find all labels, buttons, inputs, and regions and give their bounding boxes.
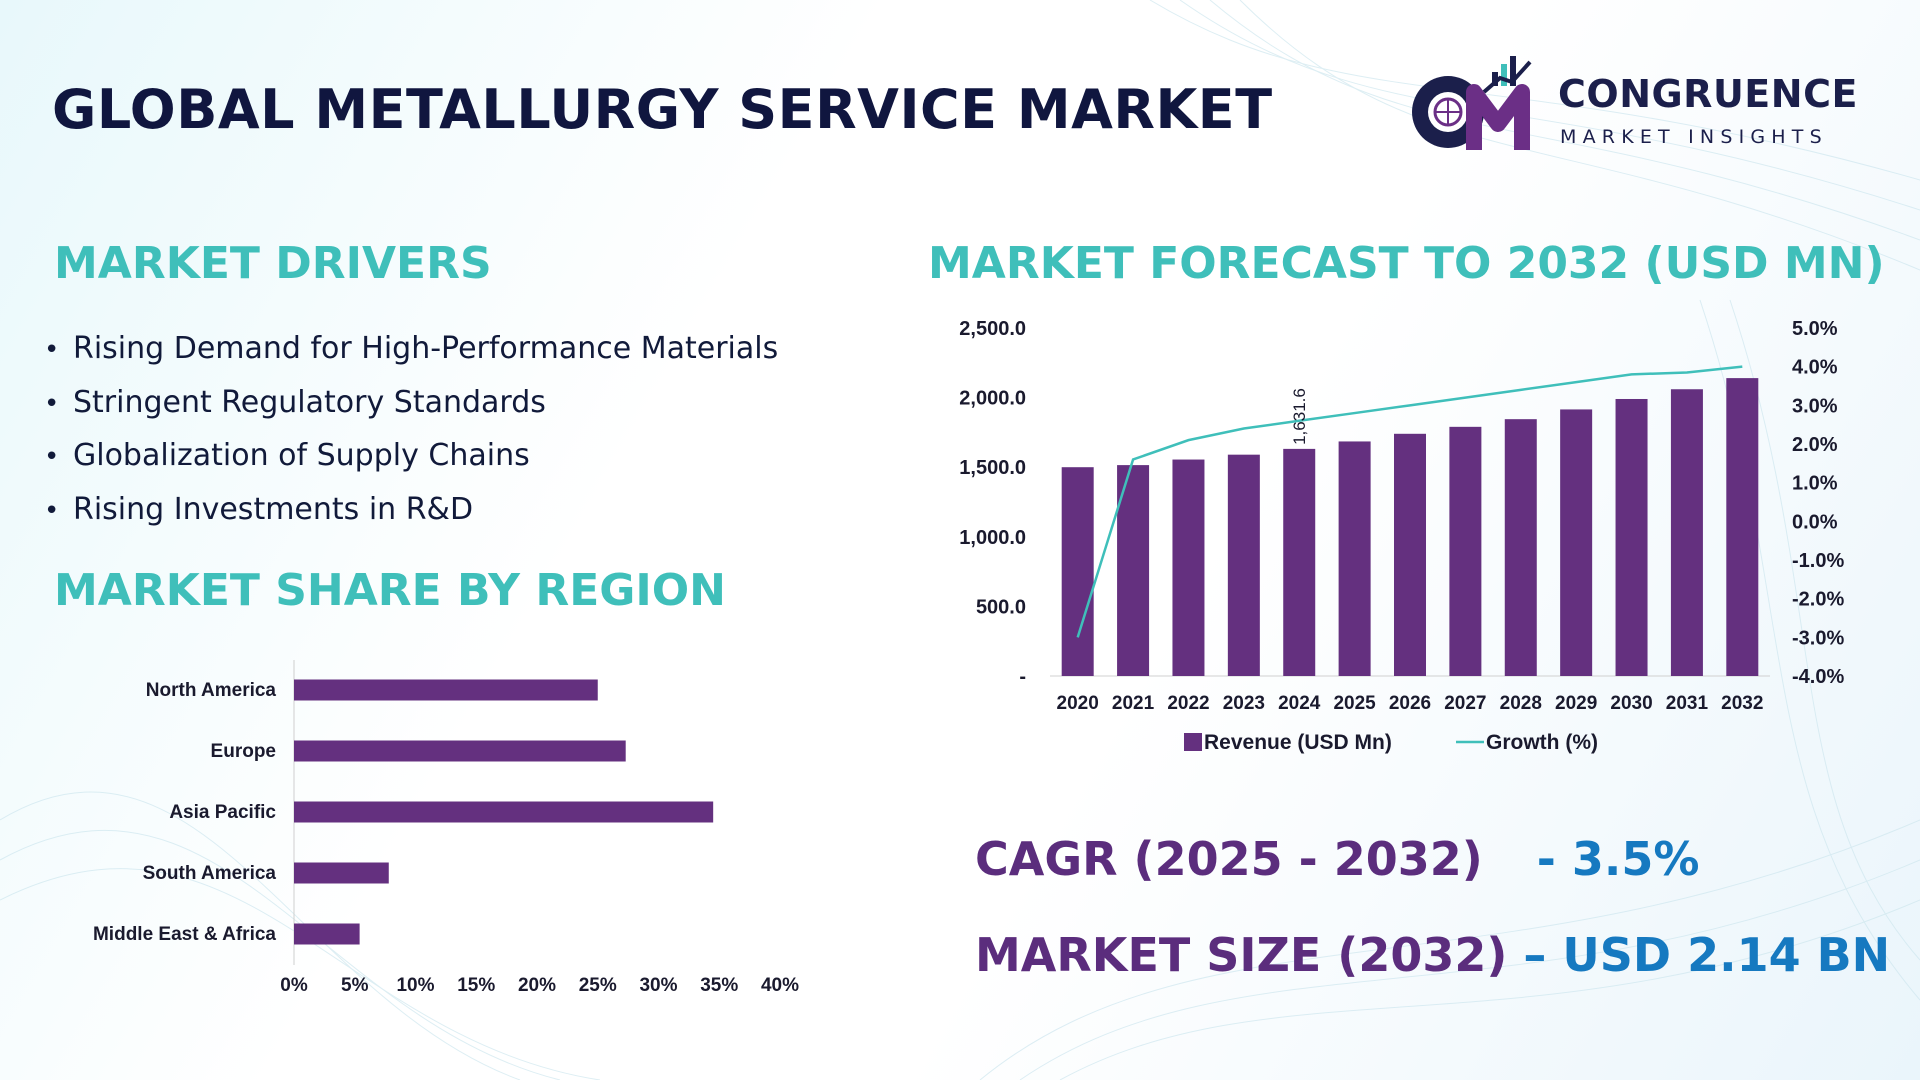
bar: [294, 923, 360, 945]
bar: [1726, 378, 1759, 676]
logo-tagline: MARKET INSIGHTS: [1560, 126, 1828, 148]
bar: [1283, 448, 1316, 676]
x-tick-label: 2023: [1223, 693, 1265, 714]
bar: [294, 801, 714, 823]
tick-label: 15%: [457, 975, 495, 996]
category-label: North America: [146, 680, 277, 701]
x-tick-label: 2024: [1278, 693, 1321, 714]
market-size-label: MARKET SIZE (2032): [975, 928, 1508, 982]
list-item: • Globalization of Supply Chains: [44, 429, 778, 483]
bar: [1560, 409, 1593, 676]
right-tick-label: 4.0%: [1792, 357, 1838, 379]
x-tick-label: 2021: [1112, 693, 1155, 714]
left-tick-label: 1,000.0: [959, 527, 1026, 549]
right-tick-label: -2.0%: [1792, 589, 1844, 611]
right-tick-label: 3.0%: [1792, 395, 1838, 417]
bar: [1615, 398, 1648, 676]
bullet-icon: •: [44, 388, 60, 419]
x-tick-label: 2027: [1444, 693, 1486, 714]
bar: [1338, 441, 1371, 676]
bar: [294, 862, 389, 884]
x-tick-label: 2020: [1057, 693, 1099, 714]
category-label: Europe: [211, 741, 276, 762]
bullet-icon: •: [44, 442, 60, 472]
list-item: • Rising Investments in R&D: [44, 483, 778, 537]
drivers-heading: MARKET DRIVERS: [54, 238, 492, 289]
x-tick-label: 2022: [1167, 693, 1209, 714]
market-size-kpi: MARKET SIZE (2032) – USD 2.14 BN: [975, 928, 1890, 982]
company-logo: CONGRUENCE MARKET INSIGHTS: [1400, 52, 1870, 162]
logo-brand-text: CONGRUENCE: [1558, 72, 1858, 116]
right-tick-label: 0.0%: [1792, 511, 1838, 533]
left-tick-label: 500.0: [976, 596, 1026, 618]
market-size-value: – USD 2.14 BN: [1523, 928, 1891, 982]
bar: [1117, 465, 1150, 676]
region-heading: MARKET SHARE BY REGION: [54, 565, 726, 616]
driver-text: Rising Demand for High-Performance Mater…: [73, 331, 779, 366]
logo-mark-icon: [1412, 56, 1532, 150]
category-label: Middle East & Africa: [93, 924, 276, 945]
category-label: South America: [143, 863, 277, 884]
right-tick-label: 2.0%: [1792, 434, 1838, 456]
bullet-icon: •: [44, 335, 60, 365]
bar: [1172, 459, 1205, 676]
right-tick-label: -4.0%: [1792, 666, 1844, 688]
bar: [1449, 426, 1482, 676]
bar: [1394, 433, 1426, 676]
x-tick-label: 2028: [1500, 693, 1542, 714]
region-share-chart: North America Europe Asia Pacific South Ame…: [93, 660, 799, 996]
x-tick-label: 2031: [1666, 693, 1709, 714]
right-tick-label: -1.0%: [1792, 550, 1844, 572]
x-tick-label: 2029: [1555, 693, 1597, 714]
forecast-chart: - 500.0 1,000.0 1,500.0 2,000.0 2,500.0 -4.0% -…: [959, 318, 1844, 754]
right-tick-label: 1.0%: [1792, 473, 1838, 495]
data-label: 1,631.6: [1290, 388, 1309, 445]
driver-text: Stringent Regulatory Standards: [73, 384, 546, 420]
tick-label: 5%: [341, 975, 369, 996]
bar: [1504, 419, 1537, 676]
x-tick-label: 2030: [1610, 693, 1652, 714]
bar: [294, 740, 626, 762]
cagr-kpi: CAGR (2025 - 2032) - 3.5%: [975, 832, 1699, 886]
driver-text: Rising Investments in R&D: [73, 491, 474, 527]
legend-label: Growth (%): [1486, 731, 1598, 754]
left-tick-label: 2,500.0: [959, 318, 1026, 340]
tick-label: 35%: [700, 975, 738, 996]
x-tick-label: 2025: [1333, 693, 1376, 714]
bar: [1670, 389, 1703, 676]
left-tick-label: 2,000.0: [959, 388, 1026, 410]
tick-label: 40%: [761, 975, 799, 996]
bar: [1061, 467, 1094, 676]
cagr-label: CAGR (2025 - 2032): [975, 832, 1483, 886]
legend-swatch-revenue: [1184, 733, 1202, 751]
forecast-heading: MARKET FORECAST TO 2032 (USD MN): [928, 238, 1885, 289]
cagr-value: - 3.5%: [1536, 832, 1700, 886]
bar: [294, 679, 598, 701]
x-tick-label: 2026: [1389, 693, 1431, 714]
driver-text: Globalization of Supply Chains: [73, 438, 530, 473]
drivers-list: • Rising Demand for High-Performance Mate…: [44, 322, 778, 536]
bar: [1227, 454, 1260, 676]
tick-label: 30%: [639, 975, 677, 996]
left-tick-label: 1,500.0: [959, 457, 1026, 479]
tick-label: 25%: [579, 975, 617, 996]
growth-line: [1076, 365, 1743, 638]
right-tick-label: 5.0%: [1792, 318, 1838, 340]
legend-label: Revenue (USD Mn): [1204, 731, 1392, 754]
list-item: • Stringent Regulatory Standards: [44, 376, 778, 430]
list-item: • Rising Demand for High-Performance Mate…: [44, 322, 778, 376]
right-tick-label: -3.0%: [1792, 627, 1844, 649]
x-tick-label: 2032: [1721, 693, 1763, 714]
page-title: GLOBAL METALLURGY SERVICE MARKET: [52, 78, 1273, 141]
bullet-icon: •: [44, 495, 60, 526]
tick-label: 20%: [518, 975, 556, 996]
left-tick-label: -: [1019, 666, 1026, 688]
tick-label: 10%: [396, 975, 434, 996]
tick-label: 0%: [280, 975, 308, 996]
category-label: Asia Pacific: [169, 802, 276, 823]
